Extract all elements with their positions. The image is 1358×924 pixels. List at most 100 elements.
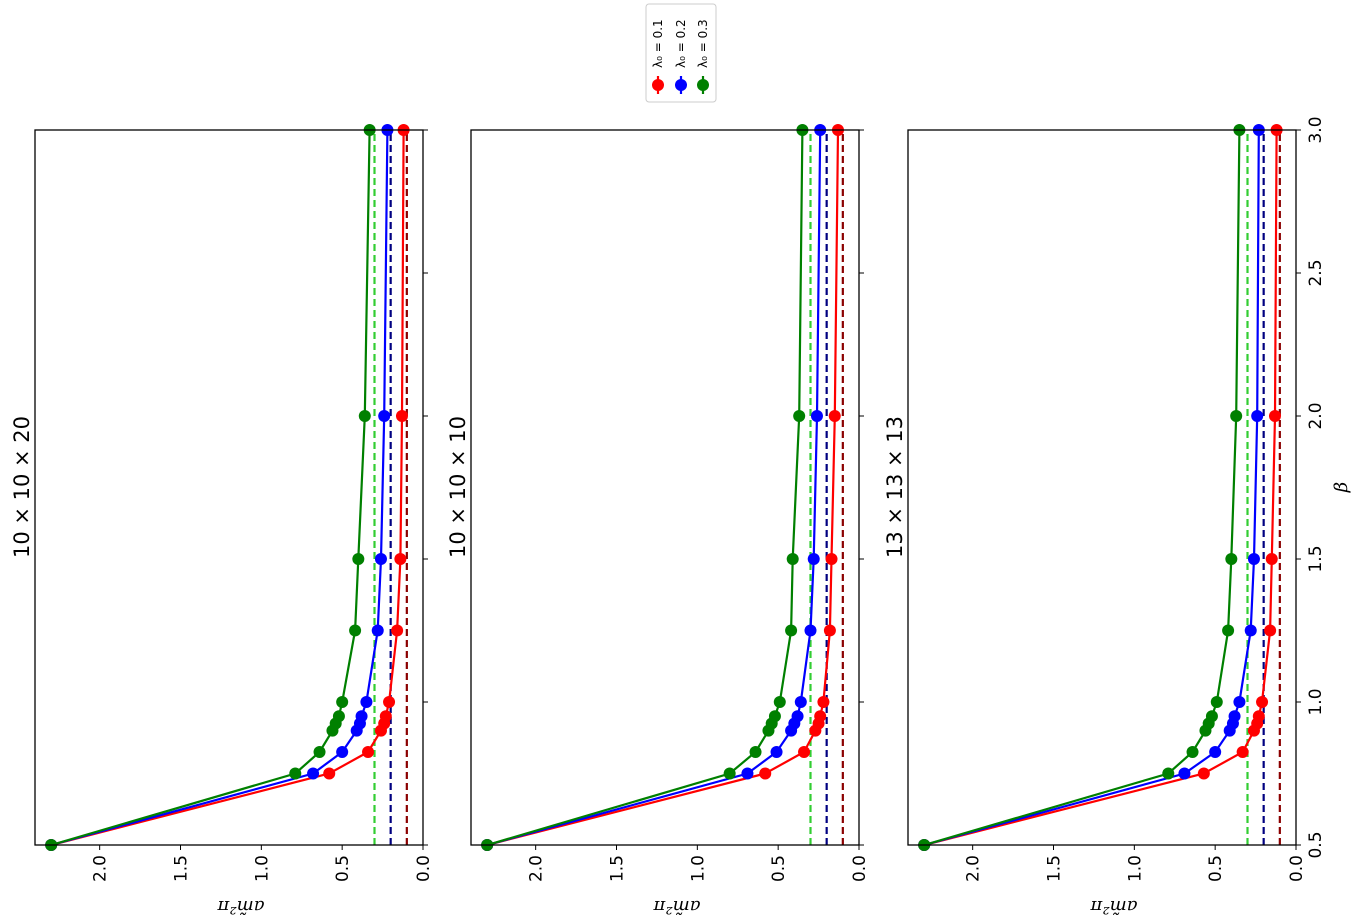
panel-title: 10 × 10 × 20 [10,416,34,558]
y-tick-label-2: 1.5 [1045,855,1065,882]
chart-panel-2: 2.0 1.5 1.0 0.5 0.0 am̃²π 10 × 10 × 10 [446,124,870,917]
data-point-s1-3 [1236,746,1249,759]
data-point-s1-7 [1256,696,1269,708]
legend-item-2: λ₀ = 0.2 [674,19,688,94]
data-point-s1-7 [383,696,396,708]
chart-legend: λ₀ = 0.1 λ₀ = 0.2 λ₀ = 0.3 [645,3,717,103]
data-point-s3-3 [1186,746,1199,759]
y-axis-label: am̃²π [652,896,700,917]
plot-frame [470,129,860,846]
plot-frame [34,129,424,846]
data-point-s3-7 [336,696,349,708]
data-point-s1-2 [1197,767,1210,780]
data-point-s2-9 [807,553,820,565]
data-point-s1-2 [759,767,772,780]
data-point-s2-7 [794,696,807,708]
x-tick-label-5: 2.5 [1306,259,1326,286]
data-point-s3-8 [785,624,798,637]
series-line-2 [486,129,822,847]
data-point-s1-8 [391,624,404,637]
series-line-3 [923,129,1241,847]
data-point-s1-3 [798,746,811,759]
data-point-s3-3 [313,746,326,759]
data-point-s3-10 [358,410,371,422]
data-point-s2-8 [371,624,384,637]
data-point-s3-3 [749,746,762,759]
y-axis-label: am̃²π [216,896,264,917]
data-point-s2-2 [741,767,754,780]
data-point-s1-10 [828,410,841,422]
series-line-2 [923,129,1260,847]
data-point-s2-3 [336,746,349,759]
plot-frame [907,129,1297,846]
panel-title: 13 × 13 × 13 [883,416,907,558]
data-point-s3-6 [1205,710,1218,723]
legend-marker [652,79,664,91]
data-point-s1-9 [394,553,407,565]
data-point-s1-6 [1252,710,1265,723]
y-tick-label-5: 0.0 [414,855,434,882]
data-point-s2-6 [355,710,368,723]
data-point-s3-2 [723,767,736,780]
x-tick-label-4: 2.0 [1306,402,1326,429]
data-point-s1-9 [825,553,838,565]
data-point-s3-9 [352,553,365,565]
data-point-s2-8 [1244,624,1257,637]
data-point-s1-8 [823,624,836,637]
series-line-2 [50,129,389,847]
data-point-s1-10 [1268,410,1281,422]
data-point-s3-10 [793,410,806,422]
data-point-s1-7 [817,696,830,708]
data-point-s2-8 [804,624,817,637]
data-point-s2-6 [1228,710,1241,723]
data-point-s1-9 [1265,553,1278,565]
series-line-3 [486,129,804,847]
y-tick-label-4: 0.5 [1206,855,1226,882]
data-point-s1-8 [1264,624,1277,637]
data-point-s2-10 [810,410,823,422]
legend-marker [697,79,709,91]
legend-item-3: λ₀ = 0.3 [696,19,710,94]
legend-marker [675,79,687,91]
y-tick-label-1: 2.0 [527,855,547,882]
y-tick-label-4: 0.5 [333,855,353,882]
data-point-s1-6 [379,710,392,723]
data-point-s3-6 [332,710,345,723]
y-tick-label-2: 1.5 [608,855,628,882]
data-point-s2-9 [374,553,387,565]
legend-item-1: λ₀ = 0.1 [651,19,665,94]
data-point-s3-8 [349,624,362,637]
data-point-s2-10 [1251,410,1264,422]
legend-label: λ₀ = 0.2 [674,19,688,68]
data-point-s1-10 [395,410,408,422]
legend-label: λ₀ = 0.3 [696,19,710,68]
y-tick-label-3: 1.0 [1125,855,1145,882]
data-point-s2-9 [1247,553,1260,565]
x-tick-label-1: 0.5 [1306,831,1326,858]
data-point-s2-6 [791,710,804,723]
legend-label: λ₀ = 0.1 [651,19,665,68]
x-axis-label: β [1331,482,1352,493]
data-point-s2-7 [360,696,373,708]
y-tick-label-3: 1.0 [688,855,708,882]
chart-panel-1: 2.0 1.5 1.0 0.5 0.0 am̃²π 10 × 10 × 20 [10,124,434,917]
data-point-s2-2 [307,767,320,780]
panel-title: 10 × 10 × 10 [446,416,470,558]
data-point-s3-9 [786,553,799,565]
data-point-s3-7 [1210,696,1223,708]
data-point-s2-2 [1178,767,1191,780]
y-tick-label-5: 0.0 [1287,855,1307,882]
data-point-s2-10 [378,410,391,422]
x-tick-label-6: 3.0 [1306,116,1326,143]
y-tick-label-2: 1.5 [172,855,192,882]
data-point-s1-3 [362,746,375,759]
data-point-s3-8 [1222,624,1235,637]
y-axis-label: am̃²π [1089,896,1137,917]
chart-panel-3: 2.0 1.5 1.0 0.5 0.00.51.01.52.02.53.0am̃²πβ1… [883,116,1352,917]
data-point-s2-3 [1209,746,1222,759]
data-point-s1-6 [814,710,827,723]
data-point-s2-7 [1233,696,1246,708]
data-point-s3-6 [768,710,781,723]
